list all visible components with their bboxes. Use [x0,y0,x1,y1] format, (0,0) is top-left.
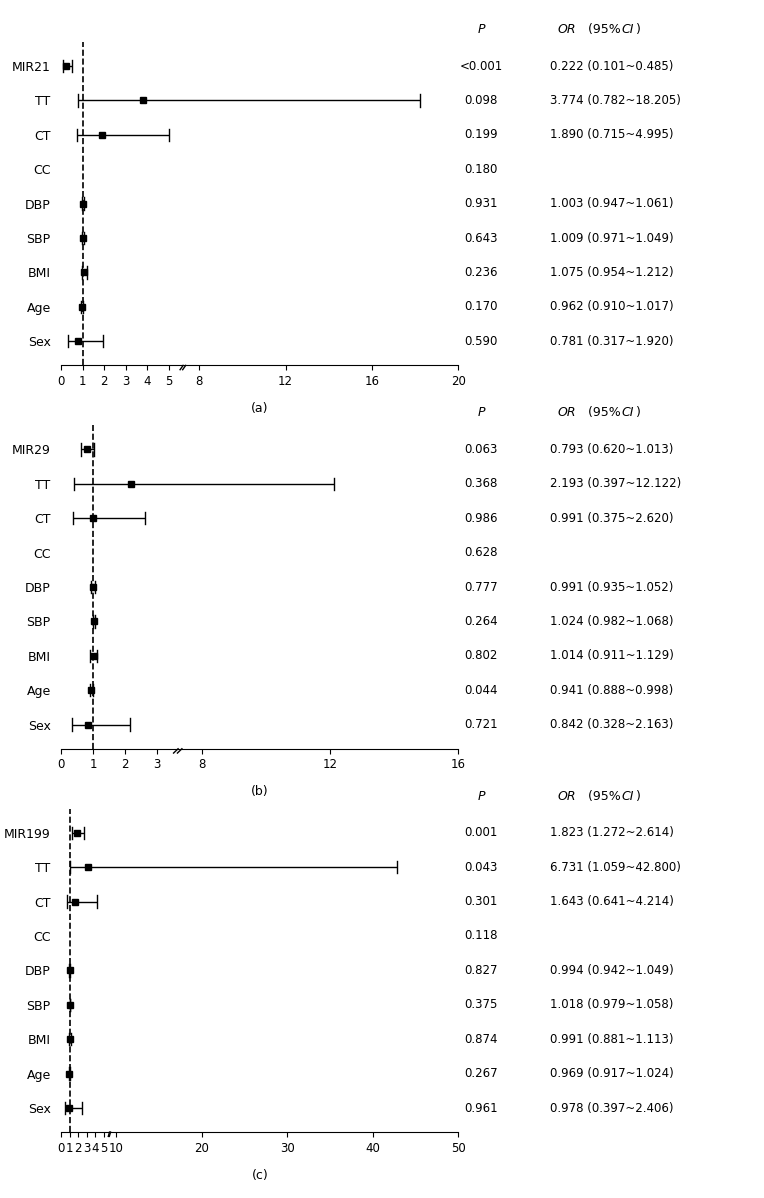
Text: 1.075 (0.954~1.212): 1.075 (0.954~1.212) [550,266,674,279]
Text: 0.931: 0.931 [465,198,498,210]
Text: 2.193 (0.397~12.122): 2.193 (0.397~12.122) [550,477,681,490]
Text: 1.003 (0.947~1.061): 1.003 (0.947~1.061) [550,198,674,210]
Text: 0.874: 0.874 [465,1033,498,1046]
Text: (95%: (95% [584,406,620,419]
Text: CI: CI [621,789,633,803]
Text: 0.236: 0.236 [465,266,498,279]
Text: 0.590: 0.590 [465,334,498,347]
Text: 0.628: 0.628 [465,546,498,559]
Text: CI: CI [621,406,633,419]
Text: 0.301: 0.301 [465,895,498,908]
Text: 0.961: 0.961 [465,1101,498,1114]
Text: 0.978 (0.397~2.406): 0.978 (0.397~2.406) [550,1101,674,1114]
Text: 0.827: 0.827 [465,964,498,976]
Text: 1.009 (0.971~1.049): 1.009 (0.971~1.049) [550,231,674,244]
X-axis label: (b): (b) [251,786,269,798]
Text: 3.774 (0.782~18.205): 3.774 (0.782~18.205) [550,93,681,107]
Text: 0.001: 0.001 [465,827,498,840]
Text: (95%: (95% [584,23,620,36]
Text: 0.643: 0.643 [465,231,498,244]
Text: P: P [478,406,485,419]
X-axis label: (c): (c) [251,1169,268,1181]
Text: 0.267: 0.267 [465,1067,498,1081]
Text: OR: OR [558,23,576,36]
Text: 0.118: 0.118 [465,930,498,943]
Text: 0.721: 0.721 [465,718,498,731]
Text: 0.043: 0.043 [465,860,498,873]
Text: 0.991 (0.881~1.113): 0.991 (0.881~1.113) [550,1033,674,1046]
Text: 1.024 (0.982~1.068): 1.024 (0.982~1.068) [550,615,674,628]
Text: 0.199: 0.199 [465,128,498,141]
Text: ): ) [636,406,641,419]
Text: 0.969 (0.917~1.024): 0.969 (0.917~1.024) [550,1067,674,1081]
Text: ): ) [636,23,641,36]
Text: 0.842 (0.328~2.163): 0.842 (0.328~2.163) [550,718,673,731]
Text: OR: OR [558,789,576,803]
X-axis label: (a): (a) [251,403,268,415]
Text: (95%: (95% [584,789,620,803]
Text: 0.994 (0.942~1.049): 0.994 (0.942~1.049) [550,964,674,976]
Text: 1.014 (0.911~1.129): 1.014 (0.911~1.129) [550,649,674,662]
Text: 0.777: 0.777 [465,581,498,593]
Text: 0.793 (0.620~1.013): 0.793 (0.620~1.013) [550,443,673,456]
Text: 0.170: 0.170 [465,301,498,314]
Text: 0.264: 0.264 [465,615,498,628]
Text: 0.962 (0.910~1.017): 0.962 (0.910~1.017) [550,301,674,314]
Text: 0.180: 0.180 [465,163,498,176]
Text: 0.941 (0.888~0.998): 0.941 (0.888~0.998) [550,684,673,697]
Text: <0.001: <0.001 [460,60,503,73]
Text: 0.063: 0.063 [465,443,498,456]
Text: OR: OR [558,406,576,419]
Text: 1.890 (0.715~4.995): 1.890 (0.715~4.995) [550,128,674,141]
Text: 0.368: 0.368 [465,477,498,490]
Text: 0.781 (0.317~1.920): 0.781 (0.317~1.920) [550,334,674,347]
Text: P: P [478,789,485,803]
Text: 0.044: 0.044 [465,684,498,697]
Text: 0.375: 0.375 [465,998,498,1011]
Text: CI: CI [621,23,633,36]
Text: ): ) [636,789,641,803]
Text: 0.222 (0.101~0.485): 0.222 (0.101~0.485) [550,60,673,73]
Text: 1.018 (0.979~1.058): 1.018 (0.979~1.058) [550,998,673,1011]
Text: 1.643 (0.641~4.214): 1.643 (0.641~4.214) [550,895,674,908]
Text: P: P [478,23,485,36]
Text: 1.823 (1.272~2.614): 1.823 (1.272~2.614) [550,827,674,840]
Text: 0.991 (0.935~1.052): 0.991 (0.935~1.052) [550,581,673,593]
Text: 0.802: 0.802 [465,649,498,662]
Text: 6.731 (1.059~42.800): 6.731 (1.059~42.800) [550,860,681,873]
Text: 0.098: 0.098 [465,93,498,107]
Text: 0.991 (0.375~2.620): 0.991 (0.375~2.620) [550,512,674,525]
Text: 0.986: 0.986 [465,512,498,525]
